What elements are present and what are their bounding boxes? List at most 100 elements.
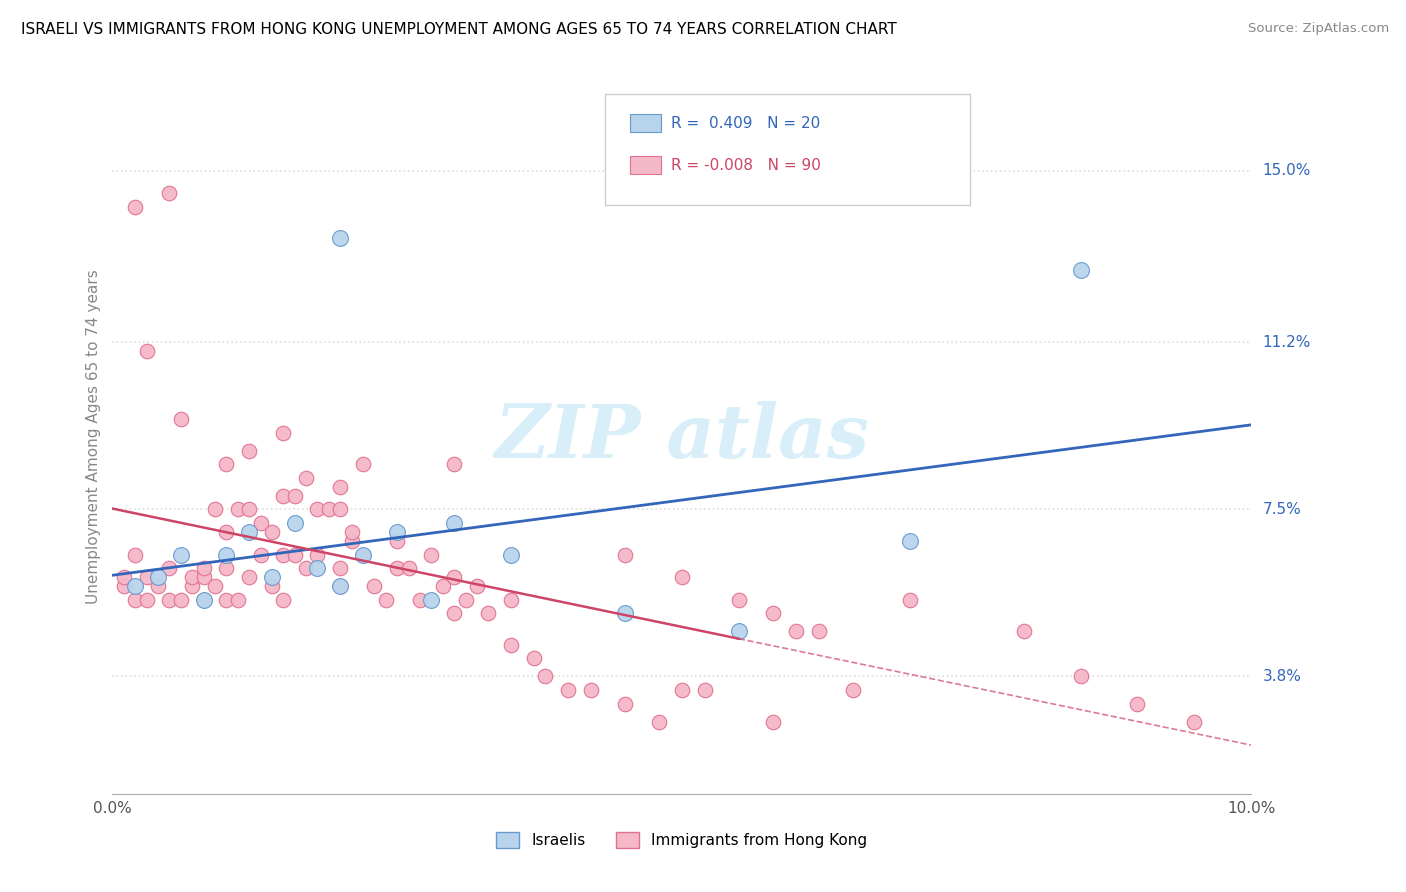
Point bbox=[762, 606, 785, 620]
Point bbox=[135, 570, 157, 584]
Point bbox=[340, 524, 363, 539]
Point bbox=[1012, 624, 1035, 639]
Point bbox=[112, 579, 135, 593]
Point bbox=[181, 579, 204, 593]
Point bbox=[260, 570, 283, 584]
Point bbox=[159, 186, 180, 201]
Point bbox=[170, 412, 193, 426]
Point bbox=[841, 683, 863, 698]
Point bbox=[1069, 263, 1091, 277]
Text: 7.5%: 7.5% bbox=[1263, 502, 1301, 516]
Point bbox=[249, 548, 271, 562]
Point bbox=[385, 533, 409, 548]
Point bbox=[534, 669, 557, 683]
Point bbox=[193, 592, 215, 607]
Point bbox=[329, 502, 352, 516]
Point bbox=[648, 714, 671, 729]
Point bbox=[159, 561, 180, 575]
Point bbox=[284, 516, 307, 530]
Point bbox=[454, 592, 477, 607]
Point bbox=[215, 592, 238, 607]
Point bbox=[284, 548, 307, 562]
Point bbox=[238, 443, 260, 458]
Point bbox=[352, 548, 374, 562]
Point bbox=[159, 592, 180, 607]
Point bbox=[557, 683, 579, 698]
Point bbox=[807, 624, 830, 639]
Point bbox=[898, 592, 921, 607]
Point bbox=[307, 502, 329, 516]
Point bbox=[329, 231, 352, 245]
Point bbox=[273, 425, 295, 440]
Point bbox=[124, 548, 146, 562]
Text: 15.0%: 15.0% bbox=[1263, 163, 1310, 178]
Point bbox=[398, 561, 420, 575]
Point bbox=[898, 533, 921, 548]
Point bbox=[124, 579, 146, 593]
Point bbox=[238, 524, 260, 539]
Point bbox=[443, 606, 465, 620]
Point bbox=[501, 592, 523, 607]
Point bbox=[352, 548, 374, 562]
Point bbox=[420, 592, 443, 607]
Point bbox=[193, 570, 215, 584]
Point bbox=[226, 502, 249, 516]
Point bbox=[501, 548, 523, 562]
Point bbox=[443, 516, 465, 530]
Point bbox=[284, 489, 307, 503]
Point bbox=[728, 592, 751, 607]
Point bbox=[385, 561, 409, 575]
Point bbox=[523, 651, 546, 665]
Point bbox=[215, 457, 238, 471]
Point bbox=[579, 683, 602, 698]
Point bbox=[135, 344, 157, 359]
Text: ZIP atlas: ZIP atlas bbox=[495, 401, 869, 474]
Point bbox=[295, 471, 318, 485]
Point bbox=[420, 548, 443, 562]
Point bbox=[443, 457, 465, 471]
Point bbox=[352, 457, 374, 471]
Point bbox=[1184, 714, 1206, 729]
Text: Source: ZipAtlas.com: Source: ZipAtlas.com bbox=[1249, 22, 1389, 36]
Text: R = -0.008   N = 90: R = -0.008 N = 90 bbox=[671, 158, 821, 172]
Point bbox=[785, 624, 807, 639]
Point bbox=[249, 516, 271, 530]
Point bbox=[728, 624, 751, 639]
Point bbox=[318, 502, 340, 516]
Point bbox=[238, 502, 260, 516]
Point bbox=[135, 592, 157, 607]
Point bbox=[671, 683, 693, 698]
Point bbox=[124, 592, 146, 607]
Point bbox=[307, 548, 329, 562]
Point bbox=[613, 606, 636, 620]
Point bbox=[329, 561, 352, 575]
Text: 11.2%: 11.2% bbox=[1263, 334, 1310, 350]
Point bbox=[432, 579, 454, 593]
Point bbox=[340, 533, 363, 548]
Point bbox=[273, 489, 295, 503]
Point bbox=[613, 697, 636, 711]
Point bbox=[693, 683, 716, 698]
Point bbox=[329, 480, 352, 494]
Point bbox=[465, 579, 488, 593]
Point bbox=[1069, 669, 1091, 683]
Point bbox=[260, 524, 283, 539]
Point bbox=[613, 548, 636, 562]
Point bbox=[1126, 697, 1149, 711]
Point bbox=[477, 606, 499, 620]
Text: R =  0.409   N = 20: R = 0.409 N = 20 bbox=[671, 116, 820, 130]
Point bbox=[146, 570, 169, 584]
Point bbox=[204, 579, 226, 593]
Point bbox=[273, 548, 295, 562]
Point bbox=[215, 548, 238, 562]
Point bbox=[238, 570, 260, 584]
Point bbox=[215, 561, 238, 575]
Point bbox=[363, 579, 385, 593]
Text: ISRAELI VS IMMIGRANTS FROM HONG KONG UNEMPLOYMENT AMONG AGES 65 TO 74 YEARS CORR: ISRAELI VS IMMIGRANTS FROM HONG KONG UNE… bbox=[21, 22, 897, 37]
Point bbox=[260, 579, 283, 593]
Point bbox=[385, 524, 409, 539]
Point bbox=[112, 570, 135, 584]
Point bbox=[146, 579, 169, 593]
Point bbox=[443, 570, 465, 584]
Point bbox=[671, 570, 693, 584]
